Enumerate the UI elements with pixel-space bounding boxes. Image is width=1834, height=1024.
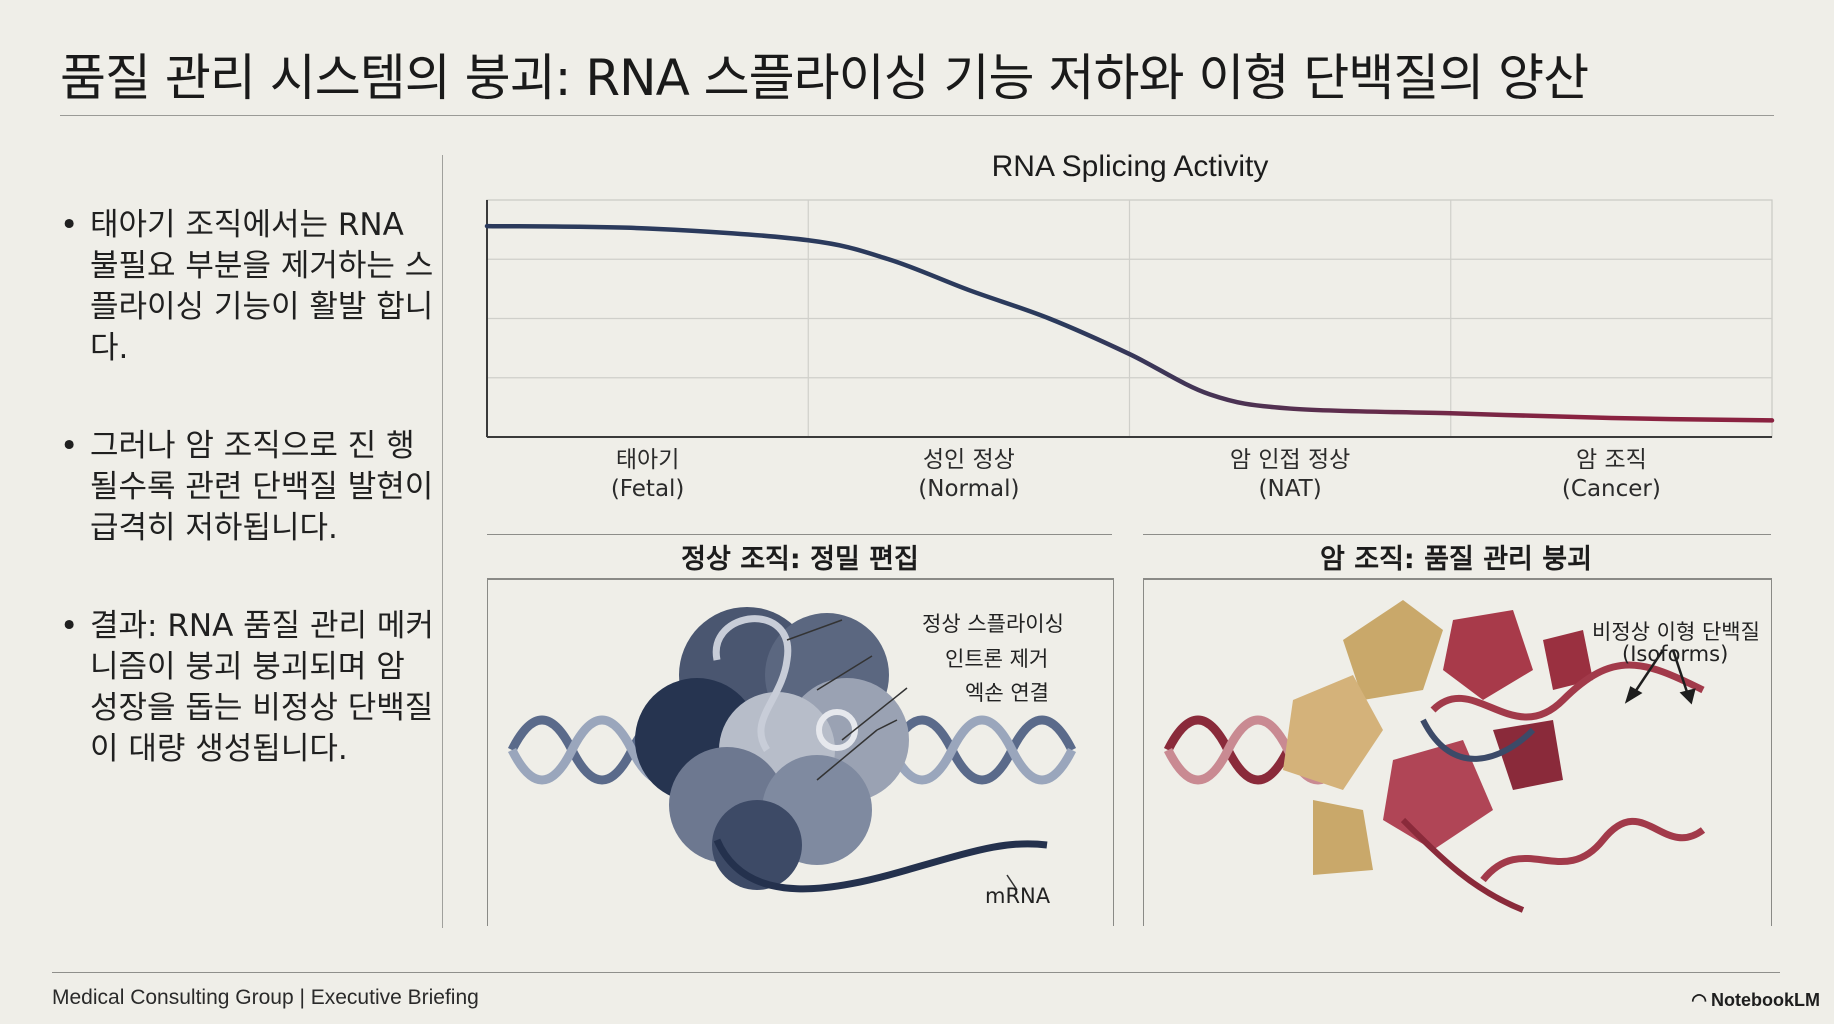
- x-tick-label: 성인 정상 (Normal): [839, 446, 1099, 504]
- panel-title-normal: 정상 조직: 정밀 편집: [681, 544, 919, 575]
- bullet-item: • 결과: RNA 품질 관리 메커니즘이 붕괴 붕괴되며 암 성장을 돕는 비정…: [60, 606, 440, 770]
- x-tick-label: 암 조직 (Cancer): [1481, 446, 1741, 504]
- callout-intron-removal: 인트론 제거: [945, 647, 1049, 671]
- x-tick-label-ko: 암 인접 정상: [1229, 447, 1351, 473]
- x-tick-label-ko: 태아기: [615, 447, 680, 473]
- chart-title: RNA Splicing Activity: [991, 150, 1269, 183]
- x-tick-label-en: (Fetal): [610, 476, 685, 502]
- x-tick-label-en: (Cancer): [1561, 476, 1661, 502]
- mrna-strand: [713, 838, 1048, 893]
- slide-title: 품질 관리 시스템의 붕괴: RNA 스플라이싱 기능 저하와 이형 단백질의 …: [60, 49, 1589, 107]
- column-divider: [442, 155, 443, 928]
- fragmented-complex: [1283, 600, 1593, 875]
- notebooklm-logo: ◠ NotebookLM: [1691, 990, 1820, 1011]
- aberrant-rna: [1420, 718, 1536, 762]
- bullet-text: 그러나 암 조직으로 진 행될수록 관련 단백질 발현이 급격히 저하됩니다.: [90, 428, 434, 546]
- notebooklm-icon: ◠: [1691, 990, 1708, 1010]
- bullet-dot: •: [60, 428, 79, 464]
- dna-helix-right: [887, 715, 1077, 785]
- isoform-arrows: [1624, 649, 1696, 705]
- aberrant-rna: [1400, 817, 1525, 913]
- aberrant-rna: [1430, 661, 1705, 721]
- footer-brand: NotebookLM: [1711, 990, 1820, 1010]
- panel-frame-normal: [487, 578, 1114, 926]
- footer-divider: [52, 972, 1780, 973]
- spliceosome-illustration: [507, 607, 1077, 893]
- x-tick-label: 암 인접 정상 (NAT): [1160, 446, 1420, 504]
- panel-frame-cancer: [1143, 578, 1772, 926]
- series-line-splicing-activity: [484, 223, 1775, 423]
- callout-line: [1006, 874, 1018, 891]
- panel-title-cancer: 암 조직: 품질 관리 붕괴: [1320, 544, 1592, 575]
- bullet-item: • 그러나 암 조직으로 진 행될수록 관련 단백질 발현이 급격히 저하됩니다.: [60, 426, 440, 549]
- panel-frame-top: [487, 578, 1114, 580]
- aberrant-rna: [1480, 817, 1706, 883]
- panel-rule-normal: [487, 534, 1112, 535]
- callout-line: [841, 687, 908, 741]
- callout-isoforms-en: (Isoforms): [1622, 642, 1729, 666]
- callout-exon-join: 엑손 연결: [965, 681, 1049, 705]
- callout-mrna: mRNA: [985, 884, 1051, 908]
- callout-aberrant-isoforms: 비정상 이형 단백질: [1592, 620, 1760, 644]
- bullet-dot: •: [60, 608, 79, 644]
- bullet-text: 태아기 조직에서는 RNA 불필요 부분을 제거하는 스플라이싱 기능이 활발 …: [90, 207, 434, 366]
- callout-line: [786, 619, 843, 641]
- callout-line: [876, 719, 898, 731]
- callout-line: [816, 655, 873, 691]
- callout-line: [816, 729, 878, 781]
- bullet-item: • 태아기 조직에서는 RNA 불필요 부분을 제거하는 스플라이싱 기능이 활발…: [60, 205, 440, 369]
- x-tick-label-ko: 암 조직: [1575, 447, 1647, 473]
- broken-spliceosome-illustration: [1163, 600, 1706, 913]
- panel-frame-top: [1143, 578, 1772, 580]
- x-tick-label-en: (NAT): [1258, 476, 1322, 502]
- title-divider: [60, 115, 1774, 116]
- x-tick-label-en: (Normal): [918, 476, 1020, 502]
- x-tick-label: 태아기 (Fetal): [518, 446, 778, 504]
- footer-credit: Medical Consulting Group | Executive Bri…: [52, 986, 479, 1009]
- bullet-text: 결과: RNA 품질 관리 메커니즘이 붕괴 붕괴되며 암 성장을 돕는 비정상…: [90, 608, 434, 767]
- spliceosome-complex: [635, 607, 909, 890]
- bullet-list: • 태아기 조직에서는 RNA 불필요 부분을 제거하는 스플라이싱 기능이 활발…: [60, 205, 440, 827]
- plot-frame: [486, 199, 1773, 438]
- panel-rule-cancer: [1143, 534, 1771, 535]
- bullet-dot: •: [60, 207, 79, 243]
- callout-normal-splicing: 정상 스플라이싱: [922, 612, 1064, 636]
- x-tick-label-ko: 성인 정상: [922, 447, 1015, 473]
